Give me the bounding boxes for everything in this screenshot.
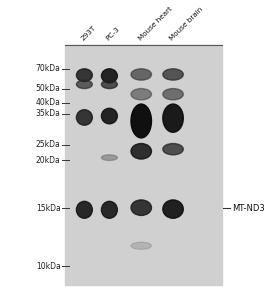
Text: PC-3: PC-3 <box>105 26 121 42</box>
Ellipse shape <box>76 201 92 218</box>
Ellipse shape <box>163 104 183 132</box>
Text: 15kDa: 15kDa <box>36 204 60 213</box>
Text: 70kDa: 70kDa <box>36 64 60 73</box>
Ellipse shape <box>101 80 117 88</box>
Text: Mouse heart: Mouse heart <box>137 6 173 42</box>
Ellipse shape <box>131 200 151 215</box>
Text: 10kDa: 10kDa <box>36 262 60 271</box>
Text: 40kDa: 40kDa <box>36 98 60 107</box>
Ellipse shape <box>101 108 117 124</box>
Text: 293T: 293T <box>80 25 97 42</box>
Bar <box>65 45 222 284</box>
Text: MT-ND3: MT-ND3 <box>232 204 265 213</box>
Ellipse shape <box>131 88 151 100</box>
Ellipse shape <box>76 110 92 125</box>
Text: 35kDa: 35kDa <box>36 110 60 118</box>
Ellipse shape <box>131 143 151 159</box>
Ellipse shape <box>131 104 151 138</box>
Ellipse shape <box>76 69 92 82</box>
Text: 50kDa: 50kDa <box>36 84 60 93</box>
Ellipse shape <box>163 143 183 155</box>
Ellipse shape <box>131 69 151 80</box>
Ellipse shape <box>101 155 117 161</box>
Ellipse shape <box>163 69 183 80</box>
Text: Mouse brain: Mouse brain <box>169 7 204 42</box>
Ellipse shape <box>76 80 92 88</box>
Text: 25kDa: 25kDa <box>36 140 60 149</box>
Ellipse shape <box>101 201 117 218</box>
Ellipse shape <box>131 242 151 249</box>
Ellipse shape <box>101 69 117 83</box>
Ellipse shape <box>163 200 183 218</box>
Ellipse shape <box>163 88 183 100</box>
Text: 20kDa: 20kDa <box>36 156 60 165</box>
